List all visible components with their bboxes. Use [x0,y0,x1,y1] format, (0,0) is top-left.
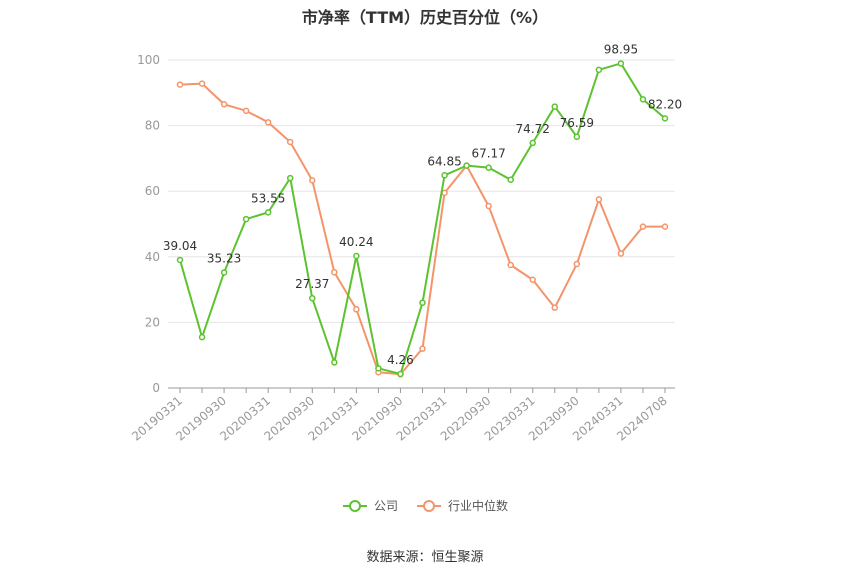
data-point-industry-median [198,80,206,87]
axes: 0204060801002019033120190930202003312020… [129,53,675,444]
y-tick-label: 60 [145,184,160,198]
source-note: 数据来源：恒生聚源 [366,550,484,565]
data-point-industry-median [551,304,559,311]
chart-title: 市净率（TTM）历史百分位（%） [301,8,549,27]
data-point-company [551,103,559,110]
data-point-industry-median [264,119,272,126]
data-point-industry-median [220,101,228,108]
legend-label-industry-median: 行业中位数 [448,499,509,513]
data-point-company [397,370,404,378]
data-point-industry-median [507,261,514,269]
legend-swatch-company-icon [342,499,367,512]
data-point-company [661,115,669,122]
data-point-industry-median [617,250,625,257]
data-point-company [595,66,603,74]
data-point-company [639,96,647,103]
data-point-company [419,299,426,306]
data-point-company [617,60,625,67]
y-tick-label: 40 [145,250,160,264]
data-label: 64.85 [427,154,461,168]
data-labels: 39.04 35.23 53.55 27.37 40.24 4.26 64.85 67.17 7… [163,42,682,367]
data-point-industry-median [309,177,316,184]
data-point-company [309,294,316,302]
data-point-company [331,359,338,366]
legend-item-industry-median[interactable]: 行业中位数 [416,497,508,514]
data-point-industry-median [573,260,581,268]
data-label: 35.23 [207,251,241,265]
data-point-industry-median [529,276,536,284]
data-label: 53.55 [251,191,285,205]
data-label: 39.04 [163,239,197,253]
data-label: 82.20 [648,97,682,111]
legend-label-company: 公司 [373,499,398,513]
data-label: 4.26 [387,353,414,367]
data-point-company [176,256,184,264]
data-point-industry-median [595,196,603,203]
legend-item-company[interactable]: 公司 [342,497,398,514]
data-point-industry-median [353,306,360,313]
data-point-industry-median [242,107,250,115]
data-point-company [353,252,360,260]
data-label: 76.59 [560,116,594,130]
data-label: 67.17 [471,147,505,161]
y-tick-label: 80 [145,119,160,133]
y-tick-label: 20 [145,315,160,329]
legend: 公司 行业中位数 [0,497,850,514]
data-point-company [198,333,206,341]
data-point-company [242,215,250,223]
y-tick-label: 0 [152,381,160,395]
data-point-company [573,133,581,141]
data-point-company [220,269,228,276]
data-point-company [463,162,470,169]
data-point-industry-median [176,81,184,88]
data-point-company [529,139,536,147]
data-label: 98.95 [604,42,638,56]
data-label: 40.24 [339,235,373,249]
data-point-industry-median [661,223,669,230]
data-label: 74.72 [516,122,550,136]
data-point-industry-median [331,268,338,276]
series-lines [176,60,669,378]
data-point-company [286,174,294,182]
data-point-company [441,172,448,179]
data-point-industry-median [639,223,647,230]
legend-swatch-industry-icon [417,499,441,512]
data-point-company [485,164,492,171]
y-tick-label: 100 [137,53,160,67]
data-point-company [507,176,514,183]
data-point-company [264,209,272,216]
data-point-industry-median [419,345,426,352]
data-point-company [375,365,382,372]
data-label: 27.37 [295,277,329,291]
data-point-industry-median [485,202,492,210]
data-point-industry-median [286,138,294,146]
grid-lines [168,59,675,323]
